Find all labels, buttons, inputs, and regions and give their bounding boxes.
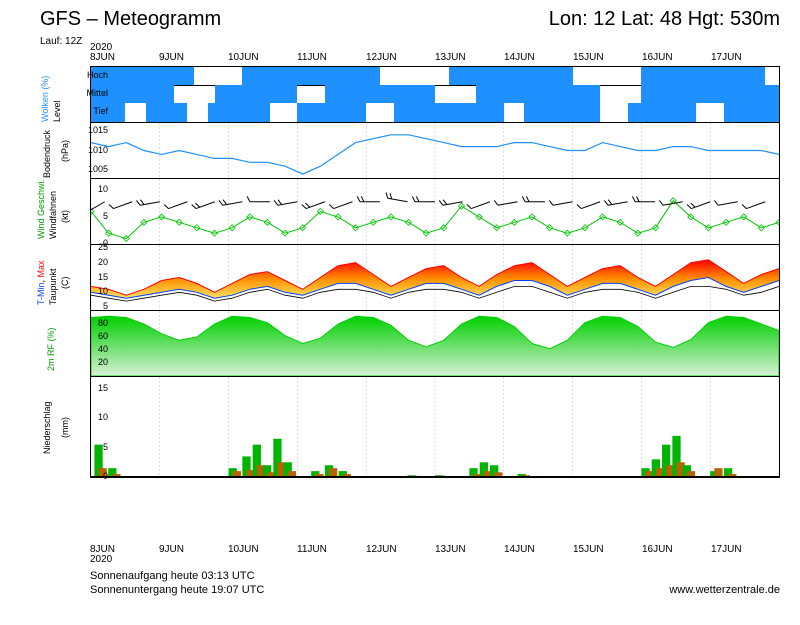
xlabel: 10JUN [228, 52, 297, 63]
cloud-segment [449, 67, 573, 85]
panel-ylabel: Wind Geschwi. [36, 178, 46, 238]
run-label: Lauf: 12Z [40, 36, 82, 47]
unit-label: (hPa) [60, 139, 70, 161]
panel-clouds [91, 67, 779, 123]
xlabel: 11JUN [297, 544, 366, 555]
ytick: 10 [78, 286, 108, 296]
ytick: 5 [78, 442, 108, 452]
sunset-text: Sonnenuntergang heute 19:07 UTC [90, 584, 264, 596]
cloud-gap [125, 103, 146, 122]
ytick: 15 [78, 272, 108, 282]
cloud-row-label: Tief [93, 106, 108, 116]
ytick: 0 [78, 471, 108, 481]
ytick: 1010 [78, 145, 108, 155]
xlabel: 8JUN [90, 52, 159, 63]
xaxis-bottom: 8JUN9JUN10JUN11JUN12JUN13JUN14JUN15JUN16… [90, 544, 780, 555]
ytick: 80 [78, 318, 108, 328]
xlabel: 10JUN [228, 544, 297, 555]
cloud-segment [242, 67, 380, 85]
xlabel: 13JUN [435, 544, 504, 555]
ytick: 40 [78, 344, 108, 354]
unit-label: (kt) [60, 210, 70, 223]
cloud-row-label: Hoch [87, 70, 108, 80]
ytick: 5 [78, 211, 108, 221]
panel-ylabel: Windfahnen [48, 190, 58, 238]
panel-ylabel: Taupunkt [48, 268, 58, 305]
xlabel: 14JUN [504, 544, 573, 555]
title-left: GFS – Meteogramm [40, 8, 221, 31]
cloud-segment [641, 85, 779, 103]
ytick: 60 [78, 331, 108, 341]
xaxis-top: 8JUN9JUN10JUN11JUN12JUN13JUN14JUN15JUN16… [90, 52, 780, 63]
panel-ylabel: Niederschlag [42, 401, 52, 454]
panel-wind [91, 179, 779, 245]
cloud-gap [366, 103, 394, 122]
ytick: 5 [78, 301, 108, 311]
ytick: 1015 [78, 125, 108, 135]
title-right: Lon: 12 Lat: 48 Hgt: 530m [549, 8, 780, 31]
cloud-segment [215, 85, 298, 103]
unit-label: (mm) [60, 417, 70, 438]
ytick: 10 [78, 184, 108, 194]
xlabel: 16JUN [642, 52, 711, 63]
panel-precip [91, 377, 779, 477]
ytick: 1005 [78, 164, 108, 174]
xlabel: 11JUN [297, 52, 366, 63]
ytick: 20 [78, 257, 108, 267]
panel-ylabel: 2m RF (%) [46, 327, 56, 371]
xlabel: 12JUN [366, 52, 435, 63]
year-bottom: 2020 [90, 554, 112, 565]
xlabel: 15JUN [573, 544, 642, 555]
cloud-gap [600, 103, 628, 122]
panel-stack [90, 66, 780, 478]
cloud-row-label: Mittel [86, 88, 108, 98]
cloud-segment [476, 85, 600, 103]
xlabel: 17JUN [711, 544, 780, 555]
unit-label: (C) [60, 276, 70, 289]
panel-ylabel: T-Min, Max [36, 260, 46, 305]
xlabel: 15JUN [573, 52, 642, 63]
ytick: 25 [78, 242, 108, 252]
ytick: 10 [78, 412, 108, 422]
ytick: 15 [78, 383, 108, 393]
panel-pressure [91, 123, 779, 179]
xlabel: 12JUN [366, 544, 435, 555]
attribution-text: www.wetterzentrale.de [669, 584, 780, 596]
xlabel: 9JUN [159, 52, 228, 63]
chart-header: GFS – Meteogramm Lon: 12 Lat: 48 Hgt: 53… [40, 8, 780, 31]
xlabel: 9JUN [159, 544, 228, 555]
xlabel: 17JUN [711, 52, 780, 63]
xlabel: 16JUN [642, 544, 711, 555]
sunrise-text: Sonnenaufgang heute 03:13 UTC [90, 570, 255, 582]
panel-temp [91, 245, 779, 311]
cloud-segment [641, 67, 765, 85]
panel-ylabel: Level [52, 100, 62, 122]
cloud-gap [270, 103, 298, 122]
cloud-gap [696, 103, 724, 122]
cloud-gap [504, 103, 525, 122]
panel-rh [91, 311, 779, 377]
xlabel: 14JUN [504, 52, 573, 63]
cloud-segment [325, 85, 435, 103]
cloud-gap [187, 103, 208, 122]
panel-ylabel: Wolken (%) [40, 75, 50, 121]
panel-ylabel: Bodendruck [42, 129, 52, 177]
ytick: 20 [78, 357, 108, 367]
xlabel: 13JUN [435, 52, 504, 63]
